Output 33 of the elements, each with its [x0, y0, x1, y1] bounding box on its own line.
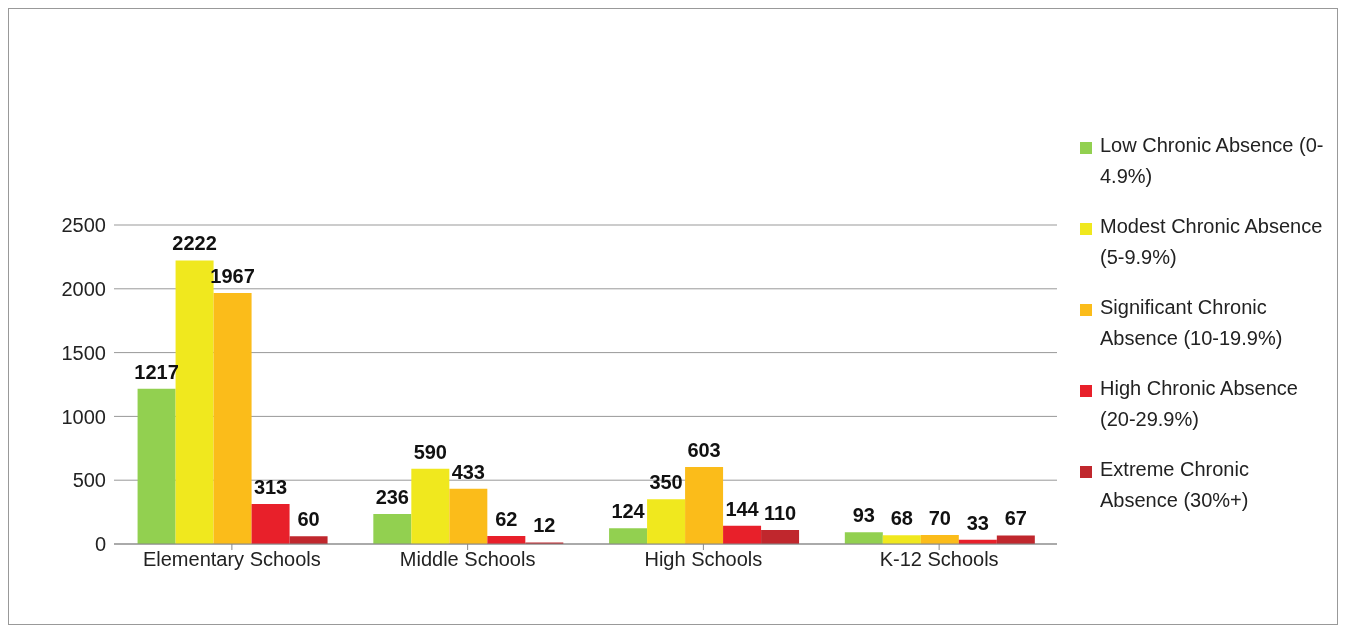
- data-label: 350: [649, 471, 683, 494]
- data-label: 124: [611, 500, 646, 523]
- y-tick-label: 1000: [61, 405, 106, 428]
- data-label: 12: [533, 514, 556, 537]
- y-tick-label: 1500: [61, 341, 106, 364]
- legend-label: Low Chronic Absence (0-4.9%): [1100, 133, 1325, 189]
- y-tick-label: 0: [94, 533, 106, 556]
- data-label: 62: [495, 508, 518, 531]
- data-label: 70: [928, 507, 951, 530]
- data-label: 110: [763, 501, 797, 524]
- data-label: 68: [890, 507, 913, 530]
- data-label: 60: [297, 508, 320, 531]
- x-tick-label: High Schools: [644, 548, 763, 571]
- x-tick-label: K-12 Schools: [879, 548, 999, 571]
- data-label: 313: [253, 476, 288, 499]
- legend-label: Modest Chronic Absence (5-9.9%): [1100, 214, 1324, 270]
- data-label: 603: [687, 439, 721, 462]
- data-label: 67: [1004, 507, 1027, 530]
- data-label: 33: [966, 511, 989, 534]
- data-label: 590: [413, 440, 448, 463]
- legend-label: Extreme Chronic Absence (30%+): [1100, 457, 1250, 513]
- y-tick-label: 2000: [61, 277, 106, 300]
- data-label: 144: [725, 497, 760, 520]
- x-tick-label: Elementary Schools: [142, 548, 321, 571]
- y-tick-label: 2500: [61, 214, 106, 237]
- data-label: 93: [852, 504, 875, 527]
- data-label: 433: [451, 460, 486, 483]
- x-tick-label: Middle Schools: [399, 548, 536, 571]
- legend-label: High Chronic Absence (20-29.9%): [1100, 376, 1299, 432]
- y-tick-label: 500: [72, 469, 106, 492]
- data-label: 2222: [172, 232, 217, 255]
- data-label: 236: [375, 485, 410, 508]
- legend-label: Significant Chronic Absence (10-19.9%): [1100, 295, 1284, 351]
